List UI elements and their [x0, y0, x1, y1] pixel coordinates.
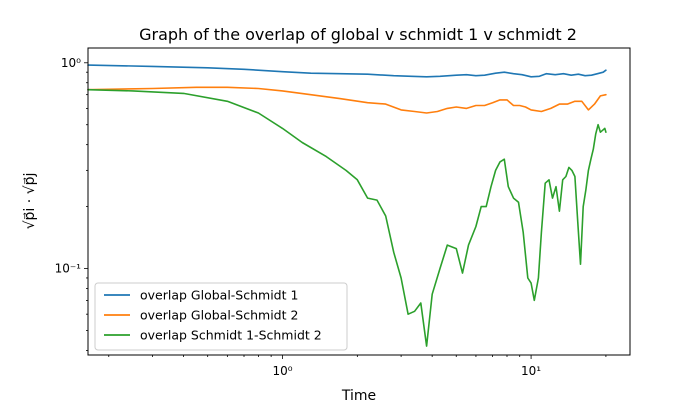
series-layer	[87, 64, 607, 347]
plot-area-frame	[87, 47, 631, 356]
series-line-0	[87, 64, 607, 78]
x-tick-label: 10¹	[521, 364, 541, 378]
legend-label-0: overlap Global-Schmidt 1	[140, 288, 298, 303]
y-tick-label: 10⁰	[61, 56, 81, 70]
x-axis-label: Time	[341, 388, 376, 400]
series-line-1	[87, 86, 607, 114]
legend: overlap Global-Schmidt 1 overlap Global-S…	[94, 282, 348, 351]
legend-items: overlap Global-Schmidt 1 overlap Global-S…	[104, 288, 322, 343]
chart-title: Graph of the overlap of global v schmidt…	[139, 25, 577, 44]
legend-label-1: overlap Global-Schmidt 2	[140, 308, 298, 323]
series-line-2	[87, 88, 607, 347]
y-tick-label: 10⁻¹	[55, 262, 82, 276]
y-axis-label: √p⃗i · √p⃗j	[22, 173, 38, 230]
tick-layer: 10⁰ 10¹ 10⁻¹ 10⁰	[55, 56, 607, 378]
legend-frame	[94, 282, 348, 351]
x-tick-label: 10⁰	[272, 364, 292, 378]
legend-label-2: overlap Schmidt 1-Schmidt 2	[140, 328, 322, 343]
